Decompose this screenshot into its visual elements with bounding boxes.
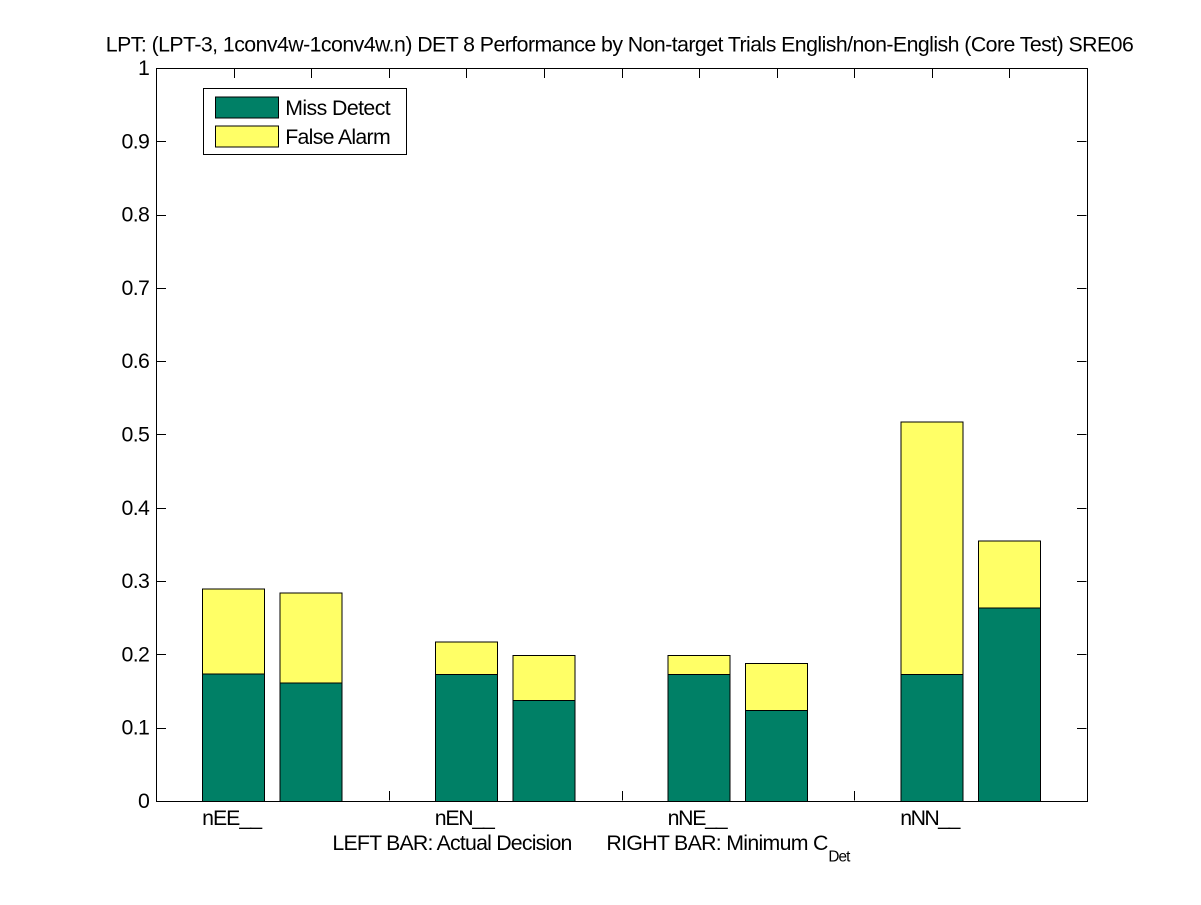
svg-text:nNN__: nNN__ xyxy=(900,806,961,830)
svg-text:LEFT BAR: Actual Decision: LEFT BAR: Actual Decision xyxy=(332,831,572,855)
svg-text:nEE__: nEE__ xyxy=(202,806,263,830)
svg-text:False Alarm: False Alarm xyxy=(285,125,391,149)
svg-text:0.3: 0.3 xyxy=(122,569,150,593)
svg-text:0.6: 0.6 xyxy=(122,349,150,373)
svg-text:0: 0 xyxy=(138,789,150,813)
svg-text:0.1: 0.1 xyxy=(122,716,150,740)
svg-text:0.2: 0.2 xyxy=(122,642,150,666)
svg-text:Det: Det xyxy=(828,848,851,865)
svg-text:0.4: 0.4 xyxy=(122,496,150,520)
svg-text:Miss Detect: Miss Detect xyxy=(285,96,391,120)
svg-text:0.7: 0.7 xyxy=(122,276,150,300)
svg-text:0.8: 0.8 xyxy=(122,203,150,227)
svg-text:RIGHT BAR: Minimum C: RIGHT BAR: Minimum C xyxy=(606,831,828,855)
svg-text:LPT: (LPT-3, 1conv4w-1conv4w.n: LPT: (LPT-3, 1conv4w-1conv4w.n) DET 8 Pe… xyxy=(106,33,1134,57)
svg-text:1: 1 xyxy=(138,56,150,80)
svg-text:0.9: 0.9 xyxy=(122,129,150,153)
svg-text:nEN__: nEN__ xyxy=(435,806,496,830)
svg-text:0.5: 0.5 xyxy=(122,423,150,447)
svg-text:nNE__: nNE__ xyxy=(668,806,729,830)
